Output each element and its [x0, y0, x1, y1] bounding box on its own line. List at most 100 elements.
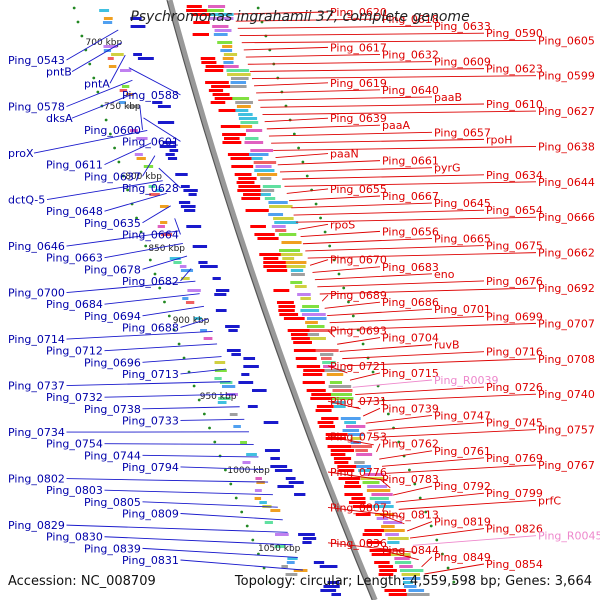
- scale-tick-dot: [208, 426, 211, 430]
- forward-gene-block: [333, 457, 352, 460]
- leader-line-right: [381, 457, 485, 467]
- forward-gene-block: [362, 533, 382, 536]
- leader-line-right: [376, 443, 381, 453]
- forward-gene-block: [325, 433, 348, 436]
- forward-gene-block: [211, 85, 233, 88]
- leader-line-right: [379, 514, 405, 525]
- cog-color-band: [294, 285, 307, 288]
- forward-gene-block: [306, 389, 326, 392]
- scale-label: 800 kbp: [125, 172, 162, 182]
- forward-gene-block: [191, 13, 215, 16]
- gene-label-left: proX: [8, 147, 34, 160]
- scale-tick-dot: [240, 510, 244, 514]
- gene-label-right: Ping_0645: [434, 197, 491, 210]
- reverse-gene-block: [277, 485, 294, 488]
- backbone-ring-edge: [166, 0, 373, 600]
- cog-color-band: [374, 501, 391, 504]
- forward-gene-block: [319, 425, 336, 428]
- leader-line-left: [142, 155, 156, 177]
- scale-label: 1000 kbp: [227, 466, 270, 476]
- forward-gene-block: [379, 569, 397, 572]
- cog-color-band: [286, 561, 295, 564]
- leader-line-right: [312, 266, 381, 273]
- reverse-gene-block: [270, 457, 280, 460]
- reverse-gene-block: [137, 57, 154, 60]
- reverse-gene-block: [263, 421, 279, 424]
- scale-tick-dot: [148, 258, 152, 262]
- scale-tick-dot: [158, 286, 162, 290]
- leader-line-right: [379, 478, 391, 489]
- gene-label-right: Ping_0769: [486, 452, 543, 465]
- forward-gene-block: [259, 253, 282, 256]
- scale-tick-dot: [121, 174, 125, 178]
- reverse-gene-block: [243, 365, 259, 368]
- scale-tick-dot: [328, 244, 332, 248]
- forward-gene-block: [384, 589, 407, 592]
- gene-label-right: Ping_0726: [486, 381, 543, 394]
- reverse-gene-block: [270, 465, 288, 468]
- leader-line-right: [327, 365, 348, 374]
- leader-line-right: [300, 230, 381, 238]
- gene-label-right: Ping_0761: [434, 445, 491, 458]
- scale-tick-dot: [386, 412, 390, 416]
- reverse-gene-block: [186, 225, 202, 228]
- gene-label-left: Ping_0802: [8, 473, 65, 486]
- cog-color-band: [406, 593, 430, 596]
- gene-label-right: Ping_0617: [330, 41, 387, 54]
- leader-line-right: [352, 379, 433, 388]
- reverse-gene-block: [215, 289, 230, 292]
- cog-color-band: [279, 249, 301, 252]
- gene-label-left: Ping_0684: [46, 298, 103, 311]
- scale-tick-dot: [153, 272, 157, 276]
- cog-color-band: [244, 141, 264, 144]
- leader-line-right: [421, 556, 433, 568]
- gene-label-right: Ping_0686: [382, 296, 439, 309]
- reverse-gene-block: [302, 537, 317, 540]
- gene-label-right: rpoS: [330, 218, 355, 231]
- gene-label-right: Ping_0670: [330, 254, 387, 267]
- cog-color-band: [193, 317, 202, 320]
- cog-color-band: [402, 577, 421, 580]
- scale-tick-dot: [418, 496, 422, 500]
- gene-label-left: Ping_0682: [122, 275, 179, 288]
- reverse-gene-block: [169, 149, 179, 152]
- cog-color-band: [394, 557, 410, 560]
- cog-color-band: [315, 349, 339, 352]
- leader-line-right: [243, 46, 329, 51]
- gene-label-right: Ping_R0045: [538, 530, 600, 543]
- cog-color-band: [119, 89, 128, 92]
- leader-line-left: [158, 167, 181, 189]
- gene-label-left: Ping_0700: [8, 287, 65, 300]
- scale-tick-dot: [224, 468, 227, 472]
- cog-color-band: [221, 385, 236, 388]
- cog-color-band: [321, 357, 332, 360]
- cog-color-band: [119, 69, 132, 72]
- leader-line-left: [104, 443, 254, 445]
- reverse-gene-block: [198, 261, 208, 264]
- leader-line-right: [327, 400, 361, 410]
- gene-label-right: Ping_0813: [382, 508, 439, 521]
- gene-label-right: Ping_0634: [486, 169, 543, 182]
- leader-line-right: [268, 131, 433, 137]
- cog-color-band: [332, 389, 353, 392]
- forward-gene-block: [310, 397, 333, 400]
- gene-label-left: Ping_0628: [122, 182, 179, 195]
- leader-line-left: [104, 243, 183, 259]
- leader-line-left: [66, 330, 213, 340]
- gene-label-right: Ping_0640: [382, 84, 439, 97]
- cog-color-band: [362, 481, 380, 484]
- leader-line-right: [241, 39, 537, 44]
- gene-label-right: Ping_0657: [434, 126, 491, 139]
- reverse-gene-block: [157, 105, 171, 108]
- scale-tick-dot: [260, 20, 264, 24]
- leader-line-right: [237, 25, 433, 29]
- cog-color-band: [160, 221, 168, 224]
- cog-color-band: [214, 369, 227, 372]
- leader-line-right: [286, 188, 329, 194]
- scale-tick-dot: [163, 300, 166, 304]
- scale-tick-dot: [108, 132, 112, 136]
- scale-tick-dot: [424, 510, 428, 514]
- cog-color-band: [187, 289, 201, 292]
- cog-color-band: [218, 397, 231, 400]
- leader-line-left: [46, 180, 163, 200]
